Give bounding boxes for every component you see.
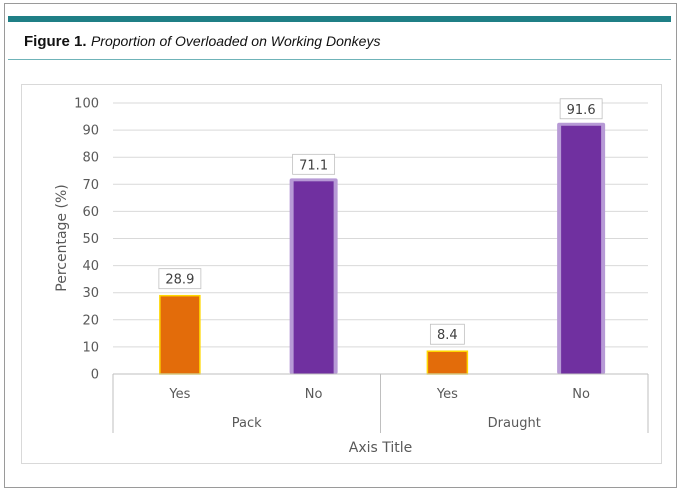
x-group-label: Pack: [232, 416, 262, 431]
y-tick-label: 0: [91, 368, 99, 383]
y-tick-label: 100: [74, 97, 99, 112]
x-tick-label: Yes: [168, 387, 190, 402]
x-tick-label: No: [572, 387, 590, 402]
data-label: 28.9: [165, 273, 194, 288]
bar: [561, 125, 602, 374]
x-axis-title: Axis Title: [349, 440, 413, 456]
data-label-box: [158, 268, 202, 290]
data-label: 91.6: [567, 103, 596, 118]
y-tick-label: 20: [82, 313, 99, 328]
figure-label: Figure 1.: [24, 33, 87, 50]
data-label-box: [292, 153, 336, 175]
caption-divider: [8, 59, 671, 60]
y-tick-label: 80: [82, 151, 99, 166]
x-group-label: Draught: [488, 416, 541, 431]
x-tick-label: Yes: [436, 387, 458, 402]
data-label-box: [429, 323, 465, 345]
y-tick-label: 90: [82, 124, 99, 139]
data-label: 8.4: [437, 328, 458, 343]
figure-caption-text: Proportion of Overloaded on Working Donk…: [90, 33, 381, 49]
figure-caption: Figure 1. Proportion of Overloaded on Wo…: [24, 33, 380, 50]
y-tick-label: 60: [82, 205, 99, 220]
y-tick-label: 70: [82, 178, 99, 193]
y-tick-label: 10: [82, 340, 99, 355]
bar: [293, 181, 334, 374]
data-label: 71.1: [299, 158, 328, 173]
bar: [426, 350, 469, 375]
y-tick-label: 40: [82, 259, 99, 274]
figure-top-bar: [8, 16, 671, 22]
y-tick-label: 50: [82, 232, 99, 247]
y-tick-label: 30: [82, 286, 99, 301]
chart-area-border: [21, 84, 662, 464]
y-axis-title: Percentage (%): [54, 184, 70, 291]
x-tick-label: No: [305, 387, 323, 402]
bar: [159, 294, 201, 375]
data-label-box: [559, 98, 603, 120]
